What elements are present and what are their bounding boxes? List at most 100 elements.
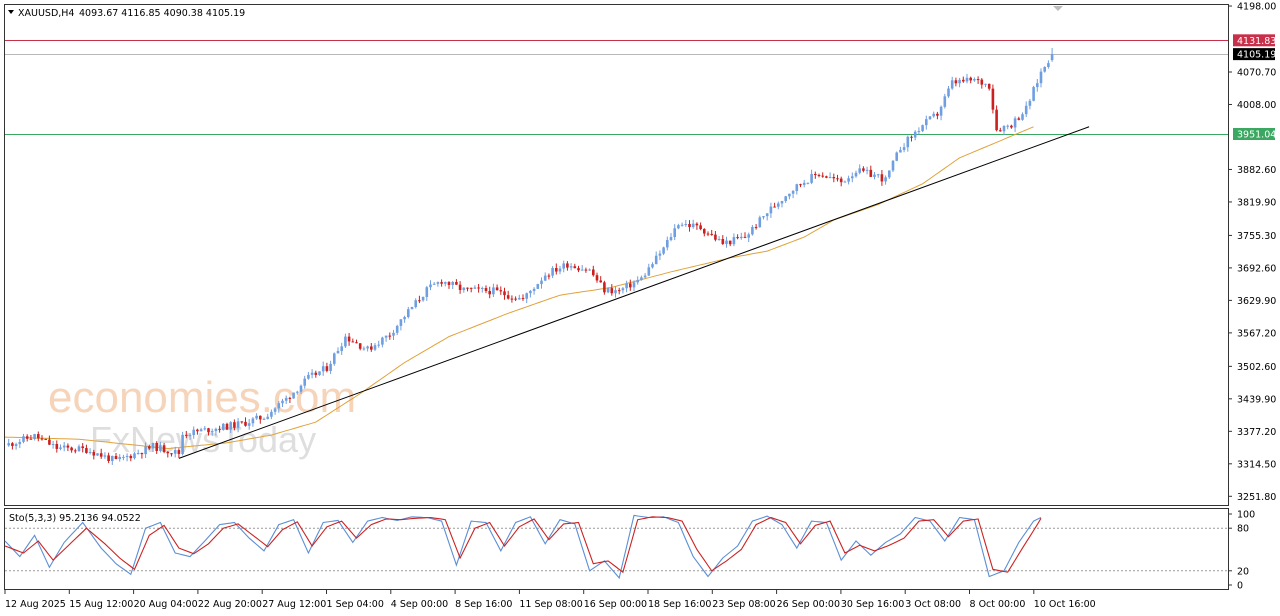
- candle-body: [662, 247, 665, 254]
- candle-body: [643, 275, 647, 278]
- candle-body: [965, 77, 969, 82]
- candle-body: [18, 441, 22, 445]
- candle-body: [447, 282, 451, 285]
- candle-body: [444, 282, 447, 284]
- x-tick-label: 4 Sep 00:00: [391, 599, 448, 610]
- y-tick-label: 3629.90: [1237, 296, 1276, 307]
- candle-body: [333, 353, 336, 364]
- x-tick-label: 15 Aug 12:00: [69, 599, 133, 610]
- stochastic-signal-line: [4, 516, 1042, 574]
- candle-body: [25, 436, 29, 439]
- candle-body: [625, 283, 628, 289]
- candle-body: [825, 176, 828, 178]
- x-tick-label: 1 Sep 04:00: [327, 599, 384, 610]
- candle-body: [606, 288, 610, 293]
- x-tick-label: 22 Aug 20:00: [198, 599, 262, 610]
- candle-body: [614, 290, 617, 294]
- candle-body: [636, 280, 639, 283]
- candle-body: [732, 237, 736, 245]
- candle-body: [96, 453, 99, 456]
- candle-body: [481, 288, 484, 290]
- candle-body: [469, 287, 473, 289]
- candle-body: [281, 400, 284, 404]
- candle-body: [362, 348, 366, 350]
- candle-body: [529, 290, 532, 294]
- stochastic-panel-frame: [4, 508, 1229, 590]
- chart-ohlc: 4093.67 4116.85 4090.38 4105.19: [79, 8, 245, 19]
- candle-body: [769, 206, 773, 214]
- x-tick-label: 8 Sep 16:00: [455, 599, 512, 610]
- candle-body: [321, 366, 325, 372]
- candle-body: [125, 455, 129, 457]
- candle-body: [40, 438, 44, 440]
- candle-body: [292, 392, 295, 399]
- candle-body: [421, 296, 425, 301]
- candle-body: [747, 234, 750, 238]
- candle-body: [751, 227, 754, 235]
- candle-body: [743, 236, 747, 238]
- candle-body: [236, 421, 240, 428]
- moving-average-line: [4, 126, 1034, 450]
- candle-body: [196, 429, 199, 432]
- candle-body: [555, 268, 558, 272]
- trendline: [178, 126, 1090, 459]
- candle-body: [765, 213, 769, 217]
- chart-symbol: XAUUSD,H4: [18, 8, 74, 19]
- candle-body: [566, 263, 569, 268]
- candle-body: [373, 345, 377, 350]
- candle-body: [906, 136, 910, 148]
- candle-body: [314, 372, 318, 375]
- stochastic-y-tick-label: 20: [1237, 566, 1249, 577]
- candle-body: [7, 443, 10, 446]
- candle-body: [880, 174, 884, 182]
- candle-body: [122, 456, 125, 458]
- candle-body: [133, 453, 136, 459]
- candle-body: [170, 453, 173, 455]
- candle-body: [1032, 87, 1035, 101]
- candle-body: [55, 443, 59, 449]
- candle-body: [962, 79, 965, 82]
- candle-body: [62, 445, 66, 448]
- candle-body: [762, 216, 765, 218]
- resistance-price-tag: [1233, 34, 1275, 47]
- candle-body: [936, 113, 939, 116]
- candle-body: [266, 416, 269, 419]
- candle-body: [592, 269, 595, 276]
- candle-body: [273, 408, 277, 412]
- candle-body: [547, 275, 551, 277]
- candle-body: [344, 336, 347, 347]
- candle-body: [199, 429, 203, 432]
- candle-body: [310, 372, 314, 375]
- candle-body: [921, 125, 924, 132]
- candle-body: [99, 453, 103, 457]
- candle-body: [558, 268, 562, 272]
- x-tick-label: 30 Sep 16:00: [841, 599, 904, 610]
- y-tick-label: 3251.80: [1237, 492, 1276, 503]
- watermark-fxnewstoday: FxNewsToday: [90, 419, 316, 460]
- candle-body: [821, 175, 824, 177]
- candle-body: [473, 287, 477, 289]
- x-tick-label: 18 Sep 16:00: [648, 599, 711, 610]
- candle-body: [33, 434, 36, 440]
- candle-body: [599, 280, 602, 283]
- candle-body: [440, 282, 443, 284]
- candle-body: [506, 295, 510, 299]
- candle-body: [114, 455, 118, 459]
- candle-body: [455, 281, 458, 285]
- candle-body: [902, 147, 906, 150]
- candle-body: [229, 422, 232, 430]
- stochastic-indicator-label: Sto(5,3,3) 95.2136 94.0522: [9, 513, 141, 524]
- candle-body: [129, 455, 133, 459]
- chart-shift-marker-icon[interactable]: [1053, 6, 1063, 11]
- candle-body: [677, 225, 680, 229]
- candle-body: [703, 229, 706, 234]
- candle-body: [839, 178, 843, 183]
- candle-body: [939, 106, 943, 116]
- symbol-menu-triangle-icon[interactable]: [8, 10, 14, 14]
- candle-body: [451, 281, 454, 285]
- candle-body: [259, 415, 262, 420]
- candle-body: [836, 178, 839, 180]
- y-tick-label: 3567.20: [1237, 328, 1276, 339]
- candle-body: [654, 255, 658, 265]
